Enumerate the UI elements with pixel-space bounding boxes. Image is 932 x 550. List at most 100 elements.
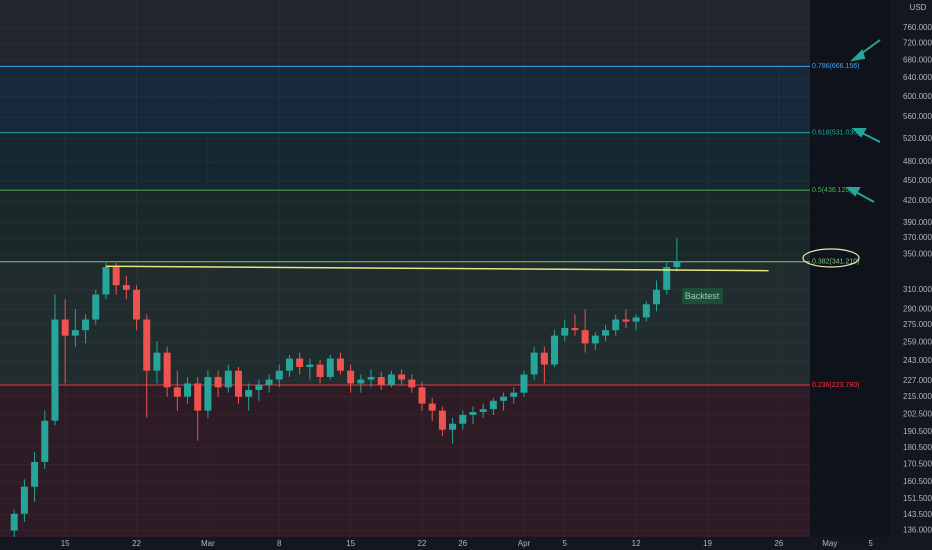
candle-body	[133, 289, 141, 320]
candle-body	[112, 267, 120, 286]
candle-body	[489, 400, 497, 410]
candle-body	[673, 261, 681, 268]
x-tick-label: 26	[774, 539, 783, 548]
x-tick-label: 12	[632, 539, 641, 548]
fib-bands	[0, 0, 810, 537]
band	[0, 66, 810, 133]
marks: 0.786(666.156) 0.618(531.030) 0.5(436.120)…	[0, 63, 859, 540]
candle-body	[347, 370, 355, 384]
candle-body	[285, 358, 293, 371]
candle-body	[510, 392, 518, 397]
highlight-ellipse	[802, 248, 860, 268]
candle-body	[71, 330, 79, 336]
x-tick-label: 15	[61, 539, 70, 548]
candle-body	[428, 403, 436, 411]
candle-body	[551, 335, 559, 365]
x-tick-label: Mar	[201, 539, 215, 548]
x-tick-label: 15	[346, 539, 355, 548]
candle-body	[653, 289, 661, 305]
time-axis	[0, 537, 890, 550]
price-axis	[890, 0, 932, 550]
band	[0, 0, 810, 67]
candle-body	[612, 319, 620, 331]
candle-body	[102, 267, 110, 295]
candle-body	[255, 384, 263, 390]
y-tick-label: 680.000	[903, 55, 932, 64]
y-tick-label: 215.000	[903, 392, 932, 401]
candle-body	[326, 358, 334, 377]
x-tick-label: 19	[703, 539, 712, 548]
candle-body	[469, 412, 477, 415]
candle-body	[367, 376, 375, 380]
annotation-box	[682, 288, 723, 304]
y-tick-label: 202.500	[903, 409, 932, 418]
candle-body	[245, 389, 253, 397]
candle-body	[61, 319, 69, 336]
candle-body	[173, 387, 181, 397]
y-tick-label: 560.000	[903, 112, 932, 121]
y-tick-label: 180.500	[903, 443, 932, 452]
candle-body	[92, 294, 100, 320]
candle-body	[449, 423, 457, 430]
y-tick-label: 450.000	[903, 176, 932, 185]
fib-label: 0.618(531.030)	[812, 129, 859, 136]
x-tick-label: 22	[132, 539, 141, 548]
annotation: Backtest	[685, 291, 720, 301]
y-tick-label: 290.000	[903, 304, 932, 313]
candle-body	[306, 364, 314, 368]
y-tick-label: 143.500	[903, 510, 932, 519]
y-tick-label: 390.000	[903, 218, 932, 227]
arrow-head	[845, 187, 861, 197]
candle-body	[357, 379, 365, 384]
candle-body	[581, 330, 589, 344]
candle-body	[500, 396, 508, 401]
trendline	[105, 265, 769, 272]
y-tick-label: 243.000	[903, 356, 932, 365]
candle-body	[377, 376, 385, 385]
candle-body	[194, 383, 202, 411]
candle-body	[591, 335, 599, 344]
currency: USD	[910, 3, 927, 12]
candle-body	[520, 374, 528, 393]
y-tick-label: 420.000	[903, 196, 932, 205]
candle-body	[122, 285, 130, 290]
x-tick-label: 5	[868, 539, 873, 548]
y-tick-label: 600.000	[903, 92, 932, 101]
candle-body	[561, 328, 569, 336]
candle-body	[418, 387, 426, 404]
candle-body	[540, 352, 548, 365]
y-tick-label: 480.000	[903, 157, 932, 166]
candle-body	[10, 513, 18, 531]
candle-body	[602, 330, 610, 336]
x-tick-label: 8	[277, 539, 282, 548]
y-tick-label: 190.500	[903, 427, 932, 436]
candle-body	[632, 317, 640, 322]
x-tick-label: Apr	[518, 539, 531, 548]
grid	[0, 0, 890, 537]
candle-body	[41, 420, 49, 462]
candle-body	[275, 370, 283, 380]
candle-body	[663, 267, 671, 290]
band	[0, 132, 810, 191]
candle-body	[571, 328, 579, 331]
band	[0, 385, 810, 537]
y-tick-label: 151.500	[903, 494, 932, 503]
fib-label: 0.5(436.120)	[812, 187, 852, 194]
candle-body	[387, 374, 395, 385]
y-tick-label: 259.000	[903, 337, 932, 346]
candle-body	[234, 370, 242, 397]
candle-body	[336, 358, 344, 371]
fib-label: 0.382(341.210)	[812, 259, 859, 266]
candle-body	[214, 376, 222, 388]
candle-body	[408, 379, 416, 388]
x-tick-label: 26	[458, 539, 467, 548]
arrow-head	[851, 128, 867, 138]
y-tick-label: 275.000	[903, 320, 932, 329]
arrow-head	[850, 49, 866, 62]
arrows	[845, 39, 881, 203]
candle-body	[296, 358, 304, 368]
candle-body	[204, 376, 212, 411]
candle-body	[20, 486, 28, 514]
